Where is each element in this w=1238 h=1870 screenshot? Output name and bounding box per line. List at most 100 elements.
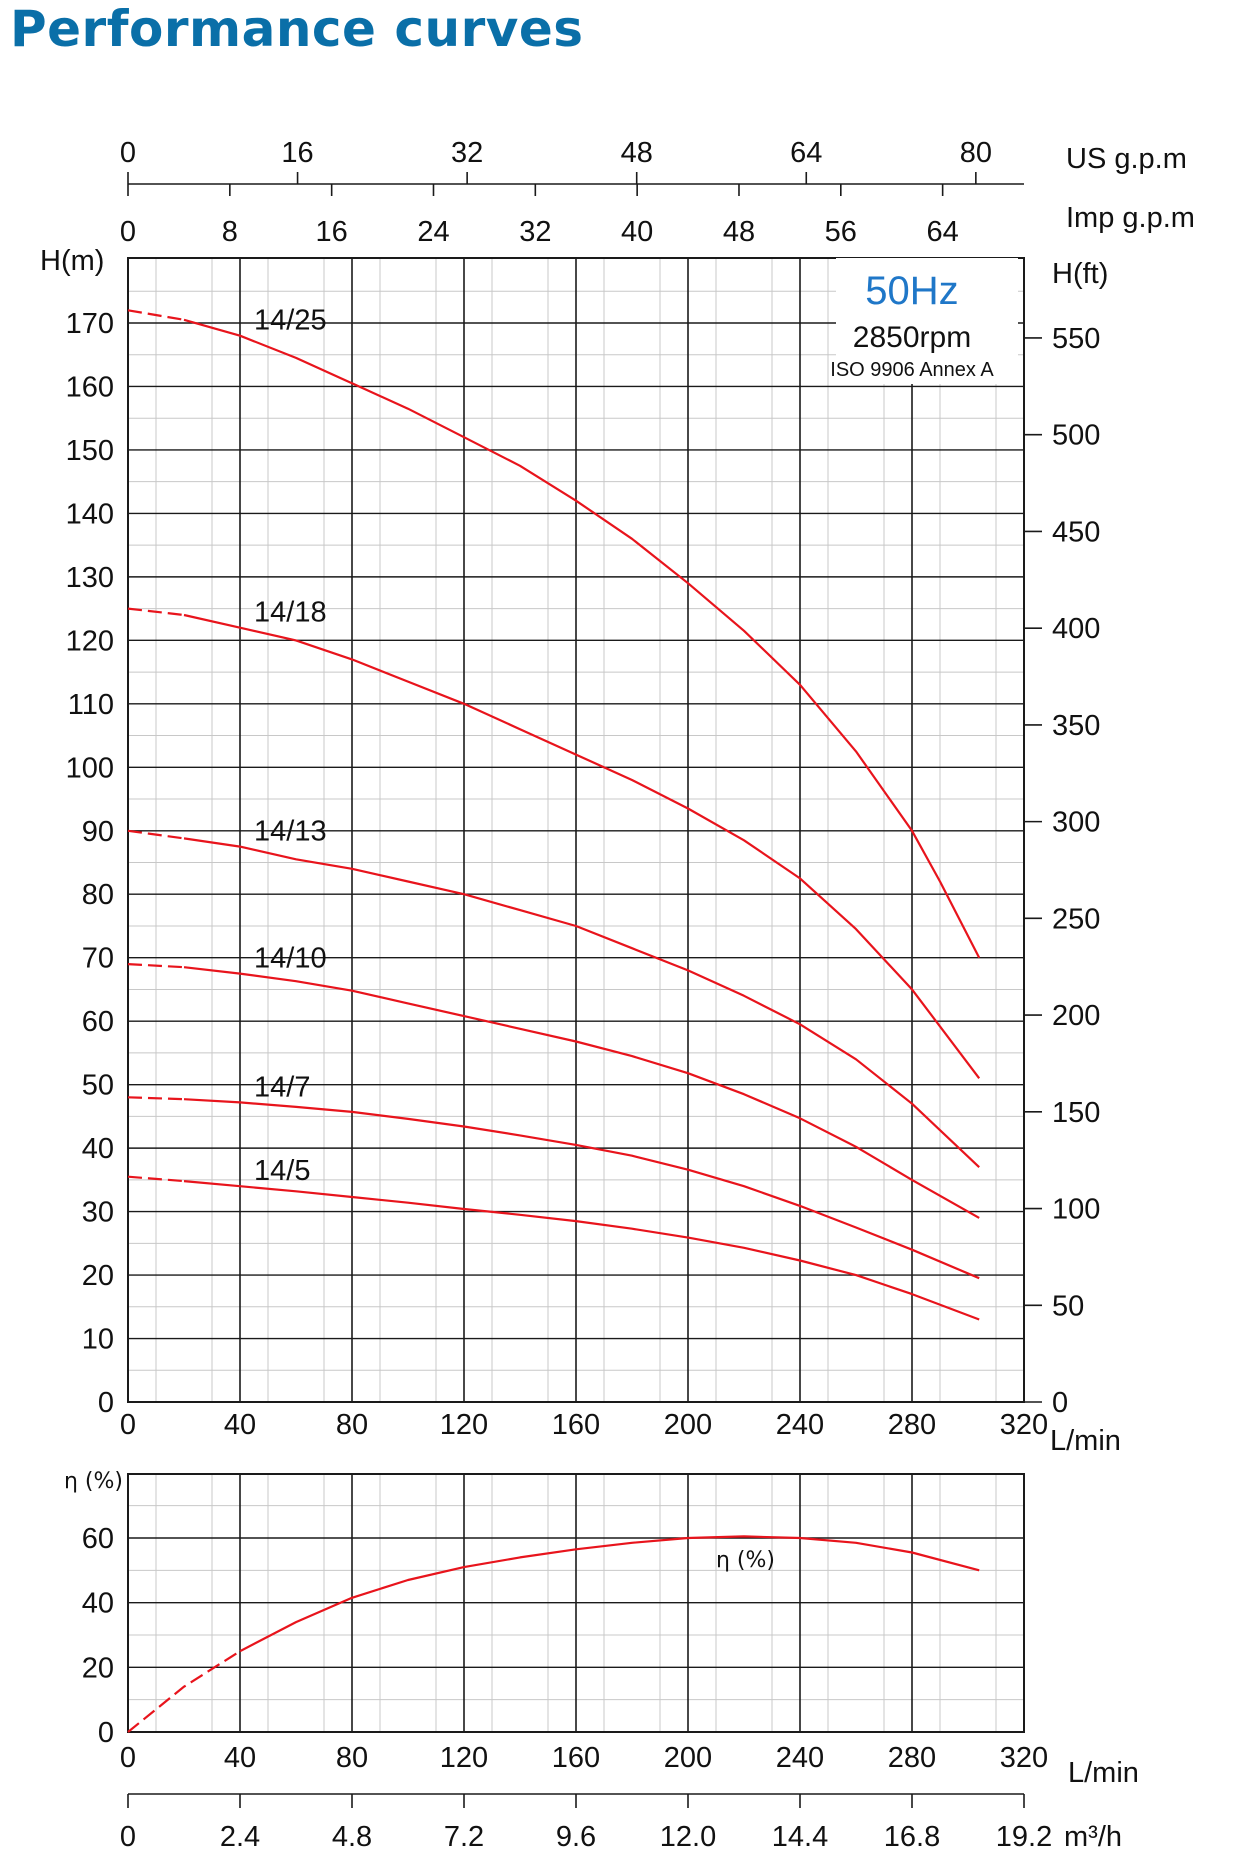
- imp-gpm-tick-label: 40: [621, 216, 653, 248]
- head-x-tick: 0: [120, 1409, 136, 1441]
- pump-14-10-dashed-segment: [127, 963, 185, 969]
- pump-14-13-curve: [183, 837, 980, 1168]
- pump-14-18-label: 14/18: [254, 597, 327, 629]
- pump-14-13-dashed-segment: [127, 829, 185, 840]
- eff-chart-frame: [127, 1473, 1025, 1733]
- head-x-tick: 200: [664, 1409, 712, 1441]
- eff-x-tick: 240: [776, 1742, 824, 1774]
- head-y-tick: 150: [66, 435, 114, 467]
- pump-14-25-curve: [183, 318, 981, 959]
- pump-14-5-label: 14/5: [254, 1155, 310, 1187]
- head-x-tick: 240: [776, 1409, 824, 1441]
- head-x-tick: 280: [888, 1409, 936, 1441]
- m3h-tick-label: 0: [120, 1821, 136, 1853]
- eff-x-tick: 280: [888, 1742, 936, 1774]
- info-box: 50Hz 2850rpm ISO 9906 Annex A: [830, 258, 1018, 384]
- head-y-tick: 50: [82, 1070, 114, 1102]
- ft-tick-label: 450: [1052, 516, 1100, 548]
- us-gpm-tick-label: 0: [120, 137, 136, 169]
- pump-14-25-dashed-segment: [127, 309, 185, 321]
- pump-14-7-curve: [183, 1098, 980, 1280]
- m3h-tick-label: 9.6: [556, 1821, 596, 1853]
- ft-tick-label: 300: [1052, 807, 1100, 839]
- imp-gpm-tick-label: 64: [927, 216, 959, 248]
- head-y-tick: 130: [66, 562, 114, 594]
- eff-x-tick: 120: [440, 1742, 488, 1774]
- head-x-tick: 160: [552, 1409, 600, 1441]
- m3h-unit: m³/h: [1064, 1821, 1122, 1853]
- m3h-tick-label: 12.0: [660, 1821, 716, 1853]
- imp-gpm-tick-label: 0: [120, 216, 136, 248]
- head-y-tick: 70: [82, 943, 114, 975]
- imp-gpm-tick-label: 56: [825, 216, 857, 248]
- head-y-tick: 90: [82, 816, 114, 848]
- head-x-tick: 320: [1000, 1409, 1048, 1441]
- ft-tick-label: 400: [1052, 613, 1100, 645]
- head-chart-frame: [127, 257, 1025, 1403]
- us-gpm-tick-label: 80: [960, 137, 992, 169]
- us-gpm-tick-label: 32: [451, 137, 483, 169]
- us-gpm-tick-label: 16: [281, 137, 313, 169]
- eff-y-tick: 0: [98, 1717, 114, 1749]
- eff-x-title: L/min: [1068, 1757, 1139, 1789]
- head-ft-title: H(ft): [1052, 258, 1108, 290]
- pump-14-5-dashed-segment: [127, 1175, 185, 1183]
- pump-14-5-curve: [183, 1180, 980, 1321]
- us-gpm-tick-label: 48: [621, 137, 653, 169]
- eff-x-tick: 0: [120, 1742, 136, 1774]
- pump-14-10-curve: [183, 966, 980, 1219]
- ft-tick-label: 550: [1052, 323, 1100, 355]
- head-y-tick: 120: [66, 625, 114, 657]
- imp-gpm-tick-label: 16: [316, 216, 348, 248]
- eff-x-tick: 80: [336, 1742, 368, 1774]
- head-y-tick: 30: [82, 1197, 114, 1229]
- head-y-tick: 170: [66, 308, 114, 340]
- info-box-frame: [836, 258, 1018, 384]
- m3h-tick-label: 16.8: [884, 1821, 940, 1853]
- imp-gpm-tick-label: 24: [417, 216, 449, 248]
- m3h-tick-label: 7.2: [444, 1821, 484, 1853]
- head-y-tick: 140: [66, 498, 114, 530]
- page-title: Performance curves: [10, 0, 584, 58]
- ft-tick-label: 250: [1052, 903, 1100, 935]
- head-y-tick: 110: [68, 689, 114, 721]
- eff-x-tick: 320: [1000, 1742, 1048, 1774]
- standard-label: ISO 9906 Annex A: [830, 359, 994, 381]
- head-y-title: H(m): [40, 245, 104, 277]
- pump-14-13-label: 14/13: [254, 816, 327, 848]
- m3h-tick-label: 4.8: [332, 1821, 372, 1853]
- ft-tick-label: 200: [1052, 1000, 1100, 1032]
- head-y-tick: 20: [82, 1260, 114, 1292]
- eff-y-tick: 40: [82, 1588, 114, 1620]
- pump-14-18-dashed-segment: [127, 607, 185, 617]
- ft-tick-label: 100: [1052, 1194, 1100, 1226]
- head-y-tick: 40: [82, 1133, 114, 1165]
- eff-y-title: η (%): [64, 1469, 123, 1494]
- imp-gpm-tick-label: 32: [519, 216, 551, 248]
- m3h-tick-label: 2.4: [220, 1821, 260, 1853]
- labels: 0 40 80 120 160 200 240 280 32001020304050607080…: [40, 137, 1195, 1853]
- us-gpm-tick-label: 64: [790, 137, 822, 169]
- head-y-tick: 100: [66, 752, 114, 784]
- eff-x-tick: 40: [224, 1742, 256, 1774]
- head-y-tick: 0: [98, 1387, 114, 1419]
- pump-14-10-label: 14/10: [254, 943, 327, 975]
- imp-gpm-tick-label: 48: [723, 216, 755, 248]
- ft-tick-label: 0: [1052, 1387, 1068, 1419]
- efficiency-dashed-segment: [127, 1650, 241, 1733]
- head-x-title: L/min: [1050, 1425, 1121, 1457]
- us-gpm-unit: US g.p.m: [1066, 143, 1187, 175]
- imp-gpm-unit: Imp g.p.m: [1066, 202, 1195, 234]
- eff-x-tick: 200: [664, 1742, 712, 1774]
- head-y-tick: 80: [82, 879, 114, 911]
- ft-tick-label: 150: [1052, 1097, 1100, 1129]
- efficiency-curve-label: η (%): [716, 1548, 775, 1573]
- imp-gpm-tick-label: 8: [222, 216, 238, 248]
- grid: [128, 258, 1024, 1732]
- pump-14-7-dashed-segment: [127, 1096, 185, 1101]
- m3h-tick-label: 14.4: [772, 1821, 828, 1853]
- eff-x-tick: 160: [552, 1742, 600, 1774]
- head-x-tick: 120: [440, 1409, 488, 1441]
- efficiency-curve: [239, 1535, 980, 1653]
